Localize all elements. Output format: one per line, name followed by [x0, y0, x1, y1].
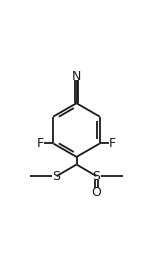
Text: N: N — [72, 70, 81, 83]
Text: F: F — [109, 137, 116, 150]
Text: S: S — [52, 170, 61, 183]
Text: F: F — [37, 137, 44, 150]
Text: S: S — [92, 170, 101, 183]
Text: O: O — [91, 187, 101, 200]
